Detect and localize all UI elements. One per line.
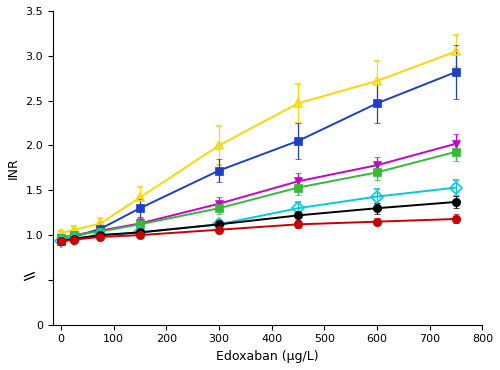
X-axis label: Edoxaban (μg/L): Edoxaban (μg/L)	[216, 350, 319, 363]
Y-axis label: INR: INR	[7, 157, 20, 179]
